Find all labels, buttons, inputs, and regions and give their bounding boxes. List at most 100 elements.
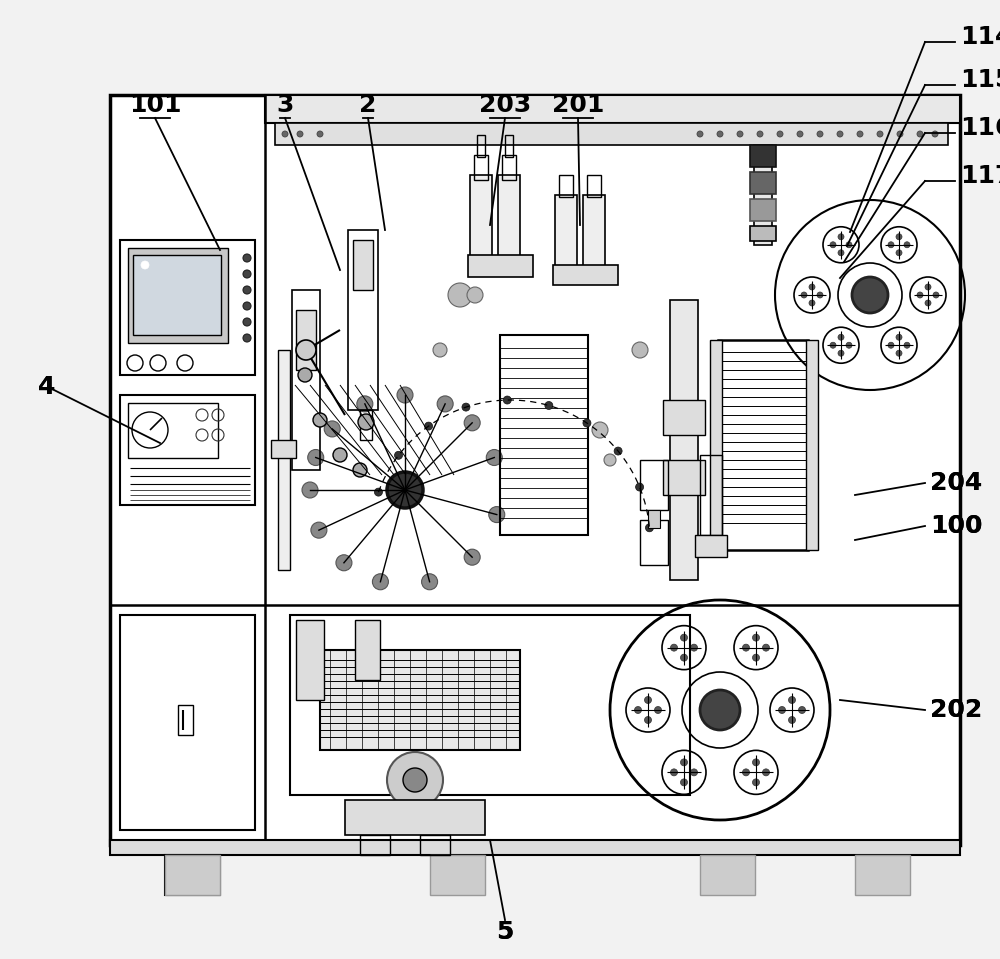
Circle shape bbox=[503, 396, 511, 404]
Bar bbox=[695, 535, 727, 557]
Bar bbox=[290, 615, 690, 795]
Bar bbox=[587, 175, 601, 197]
Circle shape bbox=[489, 506, 505, 523]
Circle shape bbox=[358, 414, 374, 430]
Circle shape bbox=[838, 234, 844, 240]
Bar bbox=[498, 175, 520, 260]
Bar bbox=[353, 240, 373, 290]
Circle shape bbox=[904, 242, 910, 247]
Bar bbox=[110, 95, 960, 845]
Bar bbox=[178, 705, 193, 735]
Circle shape bbox=[313, 413, 327, 427]
Circle shape bbox=[357, 396, 373, 412]
Circle shape bbox=[333, 448, 347, 462]
Bar bbox=[474, 155, 488, 180]
Bar bbox=[165, 855, 220, 895]
Bar bbox=[640, 460, 668, 510]
Circle shape bbox=[614, 447, 622, 456]
Bar bbox=[750, 172, 776, 194]
Circle shape bbox=[141, 261, 149, 269]
Text: 100: 100 bbox=[930, 514, 982, 538]
Text: 117: 117 bbox=[960, 164, 1000, 188]
Circle shape bbox=[670, 769, 678, 776]
Circle shape bbox=[425, 422, 433, 430]
Text: 201: 201 bbox=[552, 93, 604, 117]
Circle shape bbox=[243, 302, 251, 310]
Text: 5: 5 bbox=[496, 920, 514, 944]
Bar bbox=[500, 335, 588, 535]
Circle shape bbox=[654, 707, 662, 713]
Circle shape bbox=[324, 421, 340, 437]
Bar bbox=[505, 135, 513, 157]
Bar bbox=[265, 95, 960, 123]
Bar bbox=[700, 455, 722, 535]
Bar bbox=[583, 195, 605, 270]
Circle shape bbox=[670, 644, 678, 651]
Circle shape bbox=[644, 716, 652, 723]
Circle shape bbox=[311, 522, 327, 538]
Bar bbox=[750, 226, 776, 241]
Bar bbox=[165, 855, 220, 895]
Circle shape bbox=[753, 654, 760, 661]
Circle shape bbox=[753, 634, 760, 642]
Bar bbox=[348, 230, 378, 410]
Bar bbox=[296, 620, 324, 700]
Circle shape bbox=[635, 707, 642, 713]
Circle shape bbox=[387, 472, 423, 508]
Bar bbox=[855, 855, 910, 895]
Circle shape bbox=[644, 696, 652, 704]
Circle shape bbox=[403, 768, 427, 792]
Circle shape bbox=[809, 300, 815, 306]
Circle shape bbox=[697, 131, 703, 137]
Circle shape bbox=[925, 284, 931, 290]
Circle shape bbox=[604, 454, 616, 466]
Circle shape bbox=[372, 573, 388, 590]
Circle shape bbox=[486, 450, 502, 465]
Circle shape bbox=[888, 242, 894, 247]
Text: 2: 2 bbox=[359, 93, 377, 117]
Bar bbox=[296, 310, 316, 370]
Circle shape bbox=[817, 131, 823, 137]
Circle shape bbox=[700, 690, 740, 730]
Circle shape bbox=[690, 644, 698, 651]
Circle shape bbox=[680, 654, 688, 661]
Text: 204: 204 bbox=[930, 471, 982, 495]
Bar bbox=[663, 460, 705, 495]
Bar bbox=[133, 255, 221, 335]
Circle shape bbox=[777, 131, 783, 137]
Circle shape bbox=[317, 131, 323, 137]
Bar bbox=[754, 145, 772, 245]
Circle shape bbox=[302, 482, 318, 498]
Circle shape bbox=[462, 403, 470, 411]
Circle shape bbox=[282, 131, 288, 137]
Circle shape bbox=[838, 350, 844, 356]
Circle shape bbox=[917, 292, 923, 298]
Text: 202: 202 bbox=[930, 698, 982, 722]
Circle shape bbox=[437, 396, 453, 412]
Circle shape bbox=[433, 343, 447, 357]
Bar bbox=[700, 855, 755, 895]
Circle shape bbox=[742, 769, 750, 776]
Circle shape bbox=[933, 292, 939, 298]
Text: 114: 114 bbox=[960, 25, 1000, 49]
Circle shape bbox=[742, 644, 750, 651]
Circle shape bbox=[798, 707, 806, 713]
Circle shape bbox=[422, 573, 438, 590]
Bar bbox=[470, 175, 492, 260]
Circle shape bbox=[801, 292, 807, 298]
Circle shape bbox=[717, 131, 723, 137]
Bar bbox=[750, 145, 776, 167]
Bar bbox=[360, 410, 372, 440]
Text: 116: 116 bbox=[960, 116, 1000, 140]
Bar bbox=[559, 175, 573, 197]
Bar bbox=[555, 195, 577, 270]
Circle shape bbox=[917, 131, 923, 137]
Text: 100: 100 bbox=[930, 514, 982, 538]
Circle shape bbox=[397, 387, 413, 403]
Circle shape bbox=[297, 131, 303, 137]
Bar bbox=[320, 650, 520, 750]
Bar bbox=[468, 255, 533, 277]
Circle shape bbox=[763, 644, 770, 651]
Circle shape bbox=[830, 342, 836, 348]
Bar bbox=[750, 199, 776, 221]
